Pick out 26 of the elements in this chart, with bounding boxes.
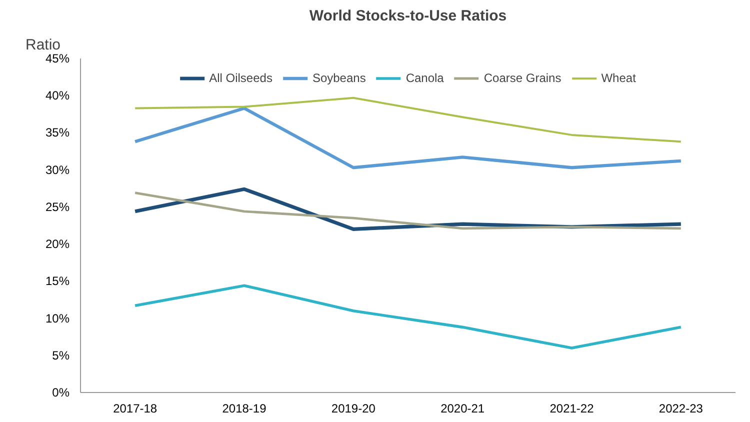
legend-label: Canola (406, 71, 444, 85)
y-tick-label: 30% (45, 162, 70, 177)
x-tick-label: 2017-18 (113, 402, 158, 416)
legend-label: Coarse Grains (484, 71, 562, 85)
x-tick-label: 2021-22 (550, 402, 594, 416)
x-tick-label: 2018-19 (222, 402, 267, 416)
y-tick-label: 0% (52, 386, 70, 400)
line-series (133, 106, 683, 170)
y-tick-label: 45% (45, 52, 70, 66)
legend-label: All Oilseeds (209, 71, 272, 85)
y-tick-label: 10% (45, 311, 70, 326)
x-tick-label: 2020-21 (440, 402, 485, 416)
y-tick-label: 5% (52, 348, 70, 362)
line-series (134, 96, 682, 143)
y-axis-title: Ratio (26, 36, 61, 54)
legend-label: Wheat (601, 71, 636, 85)
y-tick-label: 25% (45, 200, 70, 214)
y-tick-label: 35% (45, 126, 70, 140)
x-tick-label: 2022-23 (658, 402, 704, 416)
y-tick-label: 40% (45, 88, 70, 103)
y-tick-label: 15% (45, 274, 70, 288)
chart-title: World Stocks-to-Use Ratios (309, 8, 507, 24)
line-series (134, 284, 682, 350)
y-tick-label: 20% (45, 237, 70, 252)
legend-label: Soybeans (312, 71, 366, 85)
x-tick-label: 2019-20 (331, 402, 376, 416)
